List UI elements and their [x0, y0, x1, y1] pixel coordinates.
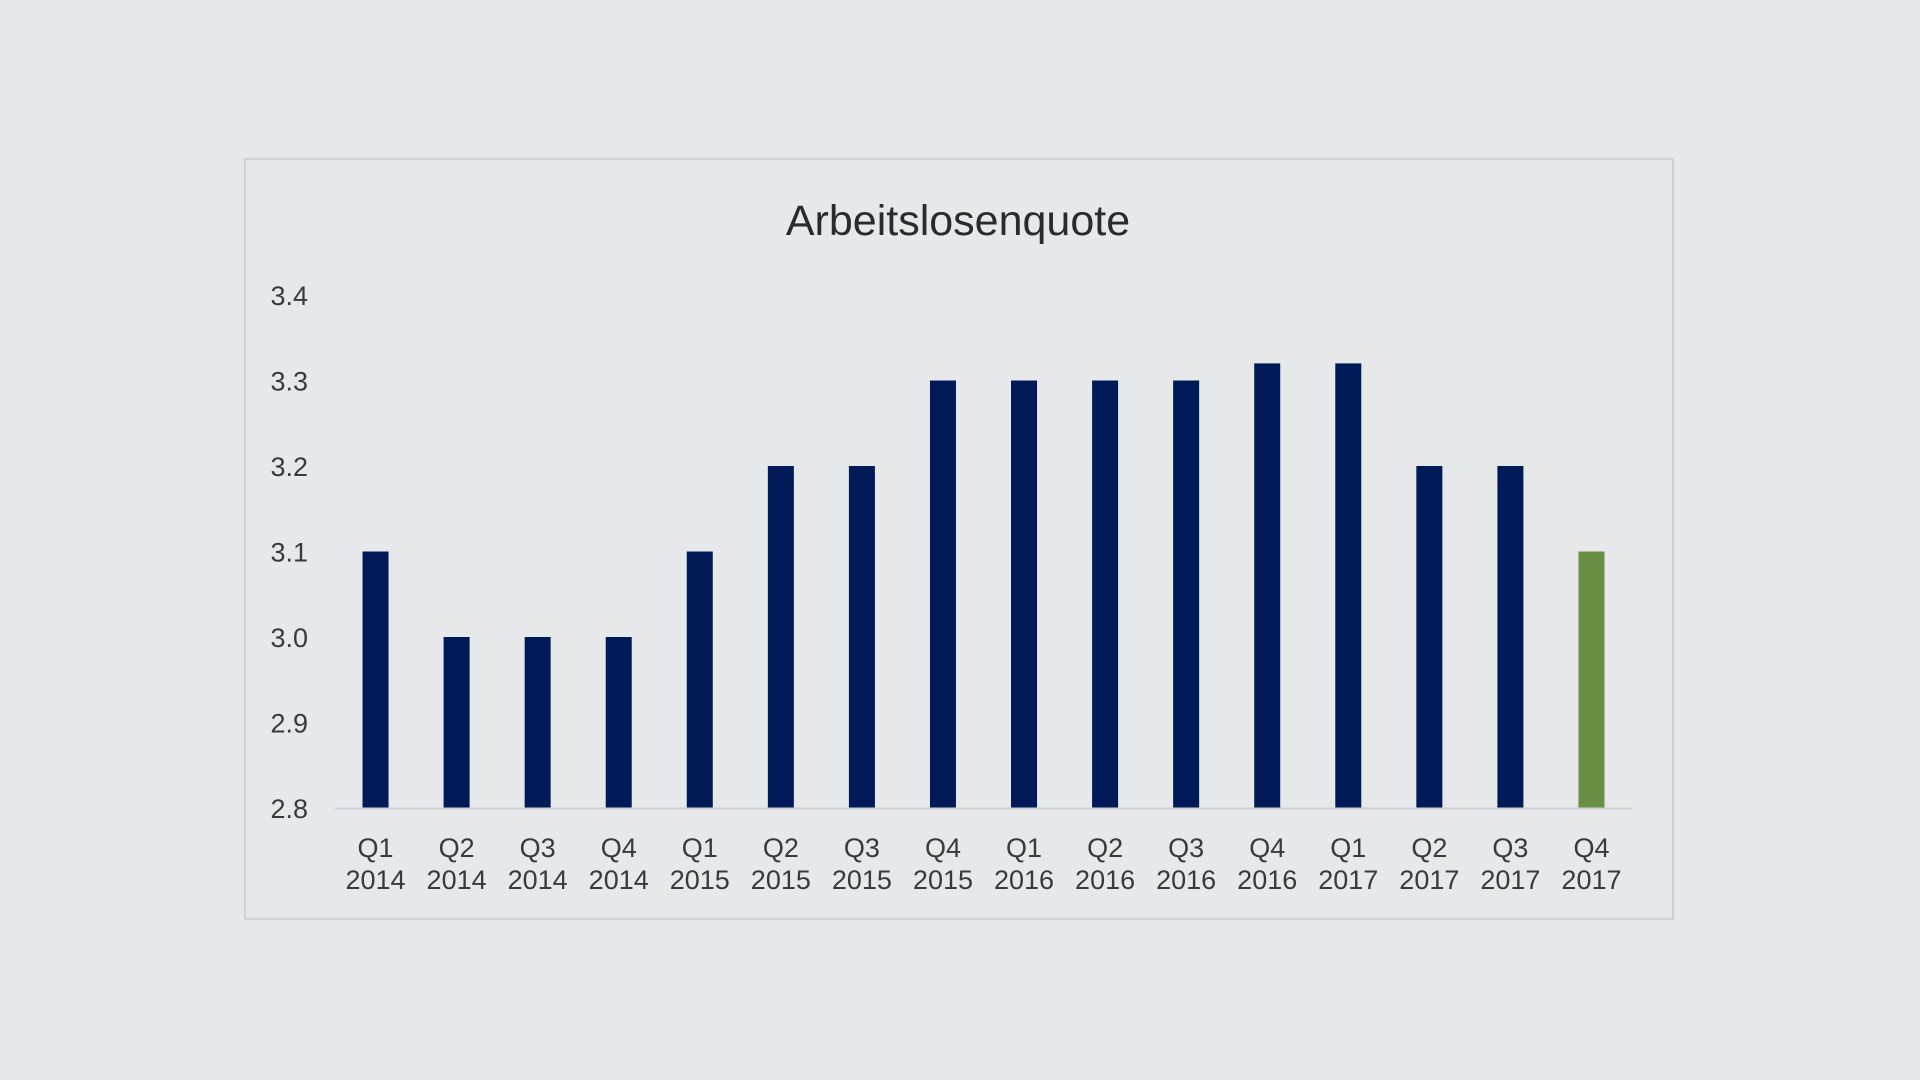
x-tick-label-quarter: Q4: [601, 833, 637, 863]
bar: [1254, 363, 1281, 808]
x-tick-label-quarter: Q3: [844, 833, 880, 863]
bars-group: [362, 363, 1605, 808]
x-tick-label-year: 2014: [345, 865, 405, 895]
bar: [686, 551, 713, 808]
bar: [524, 637, 551, 808]
y-tick-label: 3.0: [270, 623, 308, 653]
bar: [929, 380, 956, 808]
x-tick-label-year: 2016: [1237, 865, 1297, 895]
y-axis-ticks: 3.4 3.3 3.2 3.1 3.0 2.9 2.8: [270, 281, 308, 824]
x-tick-label-year: 2017: [1480, 865, 1540, 895]
x-tick-label-quarter: Q1: [1006, 833, 1042, 863]
bar: [605, 637, 632, 808]
x-tick-label-quarter: Q2: [763, 833, 799, 863]
x-tick-label-quarter: Q3: [520, 833, 556, 863]
x-tick-label-year: 2015: [670, 865, 730, 895]
x-tick-label-year: 2014: [427, 865, 487, 895]
x-tick-label-quarter: Q4: [925, 833, 961, 863]
bar: [848, 466, 875, 808]
x-axis-ticks: Q12014Q22014Q32014Q42014Q12015Q22015Q320…: [345, 833, 1621, 895]
y-tick-label: 3.3: [270, 367, 308, 397]
y-tick-label: 3.4: [270, 281, 308, 311]
x-tick-label-quarter: Q3: [1492, 833, 1528, 863]
x-tick-label-quarter: Q1: [1330, 833, 1366, 863]
x-tick-label-year: 2014: [508, 865, 568, 895]
x-tick-label-year: 2017: [1561, 865, 1621, 895]
bar: [1092, 380, 1119, 808]
bar: [362, 551, 389, 808]
x-tick-label-year: 2017: [1399, 865, 1459, 895]
y-tick-label: 2.8: [270, 794, 308, 824]
x-tick-label-year: 2016: [1075, 865, 1135, 895]
chart-title: Arbeitslosenquote: [786, 197, 1130, 245]
bar: [1497, 466, 1524, 808]
y-tick-label: 3.1: [270, 538, 308, 568]
x-tick-label-year: 2014: [589, 865, 649, 895]
bar: [1173, 380, 1200, 808]
bar: [1335, 363, 1362, 808]
x-tick-label-quarter: Q1: [682, 833, 718, 863]
x-tick-label-quarter: Q2: [1411, 833, 1447, 863]
bar: [767, 466, 794, 808]
x-tick-label-year: 2015: [913, 865, 973, 895]
y-tick-label: 2.9: [270, 709, 308, 739]
x-tick-label-year: 2015: [832, 865, 892, 895]
x-tick-label-quarter: Q2: [1087, 833, 1123, 863]
bar: [1416, 466, 1443, 808]
x-tick-label-year: 2016: [994, 865, 1054, 895]
x-tick-label-year: 2015: [751, 865, 811, 895]
x-tick-label-year: 2017: [1318, 865, 1378, 895]
x-tick-label-quarter: Q4: [1573, 833, 1609, 863]
bar: [1011, 380, 1038, 808]
y-tick-label: 3.2: [270, 452, 308, 482]
bar: [1578, 551, 1605, 808]
bar: [443, 637, 470, 808]
x-tick-label-quarter: Q2: [439, 833, 475, 863]
x-tick-label-year: 2016: [1156, 865, 1216, 895]
x-tick-label-quarter: Q4: [1249, 833, 1285, 863]
x-tick-label-quarter: Q3: [1168, 833, 1204, 863]
x-tick-label-quarter: Q1: [358, 833, 394, 863]
